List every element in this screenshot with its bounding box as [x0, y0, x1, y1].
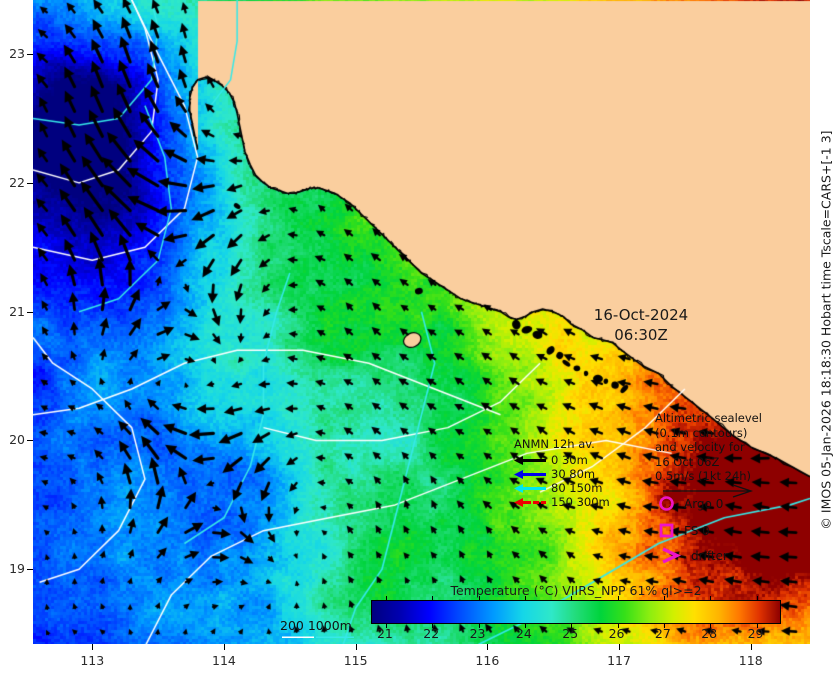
- altimetry-line-3: and velocity for: [655, 440, 745, 454]
- bathymetry-legend-label: 200 1000m: [280, 618, 352, 633]
- colorbar-tick: [756, 623, 758, 628]
- colorbar-tick-label: 27: [654, 626, 671, 641]
- anmn-legend-row: 30 80m: [514, 467, 610, 482]
- x-axis-label: 115: [343, 653, 368, 668]
- colorbar-tick: [663, 596, 665, 601]
- square-outline-icon: [658, 521, 677, 540]
- colorbar-tick: [385, 623, 387, 628]
- altimetry-line-1: Altimetric sealevel: [655, 411, 762, 425]
- anmn-legend: ANMN 12h av. 0 30m 30 80m 80 150m 150 30…: [514, 437, 610, 510]
- date-stamp: 16-Oct-2024 06:30Z: [594, 305, 688, 345]
- marker-fs-label: FS 0: [684, 523, 710, 538]
- y-axis-label: 19: [9, 561, 25, 577]
- colorbar-tick-label: 29: [747, 626, 764, 641]
- colorbar-title: Temperature (°C) VIIRS_NPP 61% ql>=2: [450, 583, 702, 598]
- anmn-legend-row: 150 300m: [514, 495, 610, 510]
- x-tick-mark: [223, 644, 225, 650]
- marker-drifter: drifter: [660, 546, 728, 565]
- anmn-swatch-0-30m: [514, 455, 546, 466]
- colorbar-tick: [478, 596, 480, 601]
- x-tick-mark: [619, 644, 621, 650]
- marker-fs: FS 0: [658, 521, 710, 540]
- y-axis-label: 22: [9, 174, 25, 190]
- x-tick-mark: [487, 644, 489, 650]
- x-tick-mark: [92, 644, 94, 650]
- colorbar-tick: [710, 596, 712, 601]
- colorbar-tick: [571, 623, 573, 628]
- marker-argo-label: Argo 0: [684, 496, 724, 511]
- altimetry-line-2: (0.1m contours): [655, 425, 748, 440]
- colorbar-tick: [524, 596, 526, 601]
- colorbar-tick: [571, 596, 573, 601]
- x-tick-mark: [355, 644, 357, 650]
- colorbar-tick-label: 22: [423, 626, 440, 641]
- chevron-right-icon: [660, 546, 684, 565]
- y-axis-label: 23: [9, 46, 25, 62]
- colorbar-tick-label: 28: [701, 626, 718, 641]
- colorbar-tick: [710, 623, 712, 628]
- map-plot-area: 16-Oct-2024 06:30Z Altimetric sealevel (…: [33, 0, 810, 644]
- colorbar-tick: [756, 596, 758, 601]
- date-stamp-time: 06:30Z: [614, 326, 668, 344]
- y-tick-mark: [27, 440, 33, 442]
- altimetry-legend: Altimetric sealevel (0.1m contours) and …: [655, 411, 762, 499]
- colorbar-tick-label: 26: [608, 626, 625, 641]
- colorbar-tick: [663, 623, 665, 628]
- colorbar-tick: [432, 623, 434, 628]
- anmn-swatch-150-300m: [514, 497, 546, 508]
- date-stamp-date: 16-Oct-2024: [593, 306, 689, 324]
- colorbar-tick: [524, 623, 526, 628]
- colorbar-gradient: [371, 596, 781, 628]
- marker-drifter-label: drifter: [691, 548, 728, 563]
- x-axis-label: 116: [475, 653, 500, 668]
- colorbar-tick: [432, 596, 434, 601]
- anmn-label-2: 80 150m: [551, 481, 603, 496]
- anmn-label-1: 30 80m: [551, 467, 596, 482]
- y-axis-label: 20: [9, 432, 25, 448]
- colorbar-tick-label: 25: [562, 626, 579, 641]
- anmn-label-3: 150 300m: [551, 495, 610, 510]
- colorbar-tick-label: 24: [515, 626, 532, 641]
- anmn-legend-row: 80 150m: [514, 481, 610, 496]
- colorbar: Temperature (°C) VIIRS_NPP 61% ql>=2 21 2…: [371, 583, 781, 642]
- velocity-scale-arrow-icon: [663, 484, 754, 498]
- bathymetry-legend-lines: [282, 636, 354, 638]
- x-axis-label: 118: [738, 653, 763, 668]
- y-axis-label: 21: [9, 303, 25, 319]
- anmn-legend-title: ANMN 12h av.: [514, 437, 595, 451]
- colorbar-tick: [617, 623, 619, 628]
- anmn-swatch-80-150m: [514, 483, 546, 494]
- y-tick-mark: [27, 182, 33, 184]
- y-tick-mark: [27, 569, 33, 571]
- x-tick-mark: [750, 644, 752, 650]
- colorbar-tick: [617, 596, 619, 601]
- altimetry-line-5: 0.5m/s (1kt 24h): [655, 469, 752, 483]
- credit-text: © IMOS 05-Jan-2026 18:18:30 Hobart time …: [818, 130, 834, 530]
- colorbar-tick: [385, 596, 387, 601]
- x-axis-label: 117: [607, 653, 631, 668]
- colorbar-tick-label: 23: [469, 626, 486, 641]
- altimetry-line-4: 16 Oct 06Z: [655, 454, 720, 469]
- x-axis-label: 113: [80, 653, 105, 668]
- circle-outline-icon: [658, 494, 677, 513]
- colorbar-tick-label: 21: [376, 626, 393, 641]
- marker-argo: Argo 0: [658, 494, 723, 513]
- y-tick-mark: [27, 54, 33, 56]
- y-tick-mark: [27, 311, 33, 313]
- anmn-label-0: 0 30m: [551, 453, 588, 468]
- colorbar-tick: [478, 623, 480, 628]
- x-axis-label: 114: [212, 653, 236, 668]
- anmn-swatch-30-80m: [514, 469, 546, 480]
- anmn-legend-row: 0 30m: [514, 453, 610, 468]
